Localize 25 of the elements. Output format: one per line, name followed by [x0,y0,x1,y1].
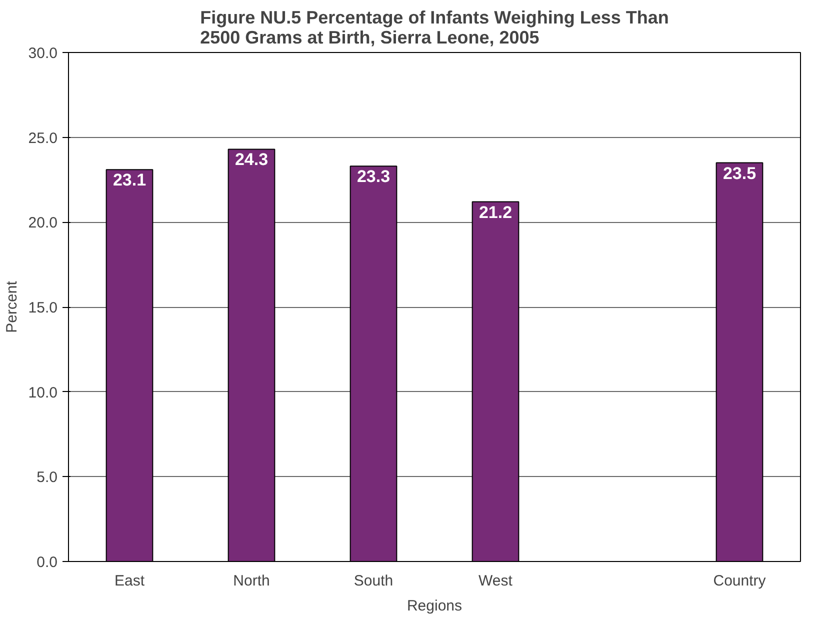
y-tick-label: 20.0 [28,214,58,232]
bar [472,201,520,562]
data-label: 24.3 [234,150,268,170]
x-tick-label: East [114,572,146,590]
bar [350,166,398,562]
y-tick-label: 30.0 [28,45,58,62]
bar [106,169,154,562]
bar [228,148,276,562]
bar [716,162,764,562]
x-tick-label: West [478,572,514,590]
x-tick-label: North [233,572,270,590]
chart-title: Figure NU.5 Percentage of Infants Weighing Less Than 2500 Grams at Birth, Sierra Leone, 2005 [200,8,669,48]
data-label: 23.1 [112,170,146,190]
x-tick-label: South [354,572,394,590]
y-tick-label: 5.0 [36,469,58,486]
x-axis-title: Regions [406,598,462,614]
y-tick-label: 15.0 [28,300,58,316]
x-tick-label: Country [713,572,766,590]
data-label: 23.5 [722,164,756,183]
data-label: 23.3 [356,167,390,186]
y-tick-label: 0.0 [36,554,58,571]
y-tick-label: 25.0 [28,130,58,147]
y-axis-title: Percent [3,280,20,333]
data-label: 21.2 [478,202,512,222]
y-tick-label: 10.0 [28,384,58,402]
